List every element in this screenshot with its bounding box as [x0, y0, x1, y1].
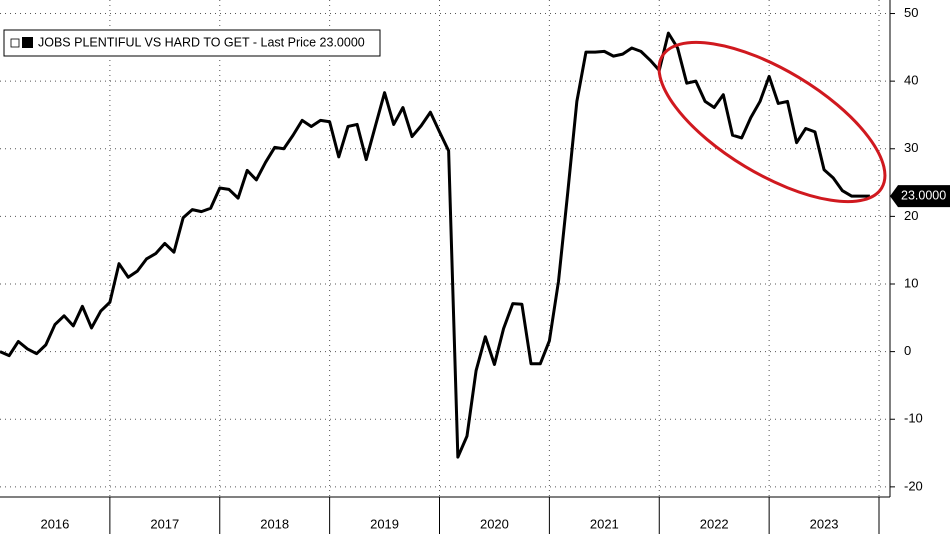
legend-swatch — [22, 37, 33, 48]
y-tick-label: 20 — [904, 208, 918, 223]
x-tick-label: 2020 — [480, 516, 509, 531]
data-line — [0, 31, 870, 459]
y-tick-label: 0 — [904, 343, 911, 358]
y-tick-label: 50 — [904, 5, 918, 20]
x-tick-label: 2017 — [150, 516, 179, 531]
legend-label: JOBS PLENTIFUL VS HARD TO GET - Last Pri… — [38, 35, 365, 49]
x-tick-label: 2022 — [700, 516, 729, 531]
x-tick-label: 2019 — [370, 516, 399, 531]
y-tick-label: 10 — [904, 275, 918, 290]
x-tick-label: 2016 — [40, 516, 69, 531]
legend: JOBS PLENTIFUL VS HARD TO GET - Last Pri… — [3, 29, 381, 57]
highlight-ellipse — [657, 40, 887, 204]
legend-box — [3, 29, 381, 57]
legend-toggle — [10, 38, 20, 48]
y-tick-label: 30 — [904, 140, 918, 155]
last-price-label: 23.0000 — [901, 188, 946, 202]
y-tick-label: -10 — [904, 411, 923, 426]
x-tick-label: 2021 — [590, 516, 619, 531]
y-tick-label: -20 — [904, 478, 923, 493]
last-price-tag — [890, 185, 950, 208]
y-tick-label: 40 — [904, 73, 918, 88]
x-tick-label: 2018 — [260, 516, 289, 531]
x-tick-label: 2023 — [810, 516, 839, 531]
